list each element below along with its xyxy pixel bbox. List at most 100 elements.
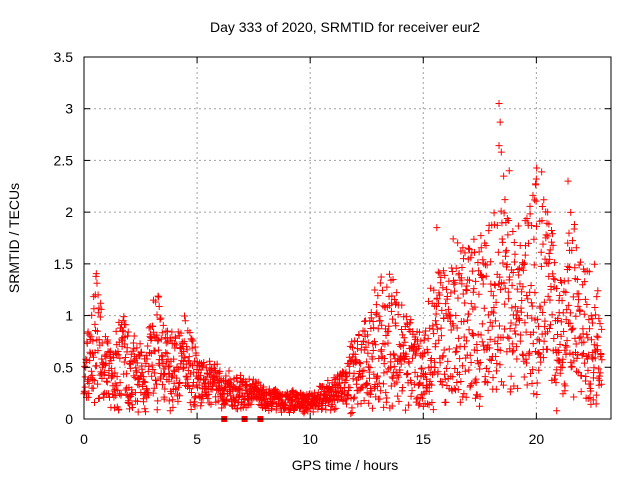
data-point [165,397,173,405]
data-point [533,390,541,398]
data-point [573,354,581,362]
data-point [404,401,412,409]
data-point [167,336,175,344]
data-point [457,274,465,282]
data-point [163,327,171,335]
data-point [559,390,567,398]
data-point [355,332,363,340]
data-point [383,394,391,402]
data-point [396,369,404,377]
data-point [432,320,440,328]
data-point [468,330,476,338]
data-point [521,259,529,267]
data-point [527,282,535,290]
data-point [441,375,449,383]
data-point [370,324,378,332]
data-point [485,368,493,376]
data-point [181,317,189,325]
data-point [122,321,130,329]
data-point [503,261,511,269]
data-point [522,359,530,367]
data-point [522,355,530,363]
data-point [408,387,416,395]
data-point [507,319,515,327]
data-point [432,340,440,348]
data-point [425,387,433,395]
data-point [567,326,575,334]
data-point [243,381,251,389]
data-point [95,394,103,402]
data-point [563,306,571,314]
data-point [369,347,377,355]
data-point [520,373,528,381]
data-point [390,363,398,371]
data-point [513,307,521,315]
data-point [567,208,575,216]
data-point [436,359,444,367]
data-point [168,328,176,336]
data-point [154,336,162,344]
data-point [432,310,440,318]
data-point [247,401,255,409]
data-point [511,303,519,311]
data-point [341,396,349,404]
data-point [94,347,102,355]
data-point [372,301,380,309]
data-point [522,328,530,336]
data-point [527,299,535,307]
data-point [136,352,144,360]
data-point [136,340,144,348]
data-point [495,322,503,330]
data-point [416,328,424,336]
data-point [188,344,196,352]
data-point [128,386,136,394]
data-point [415,401,423,409]
data-point [467,358,475,366]
data-point [476,359,484,367]
data-point [429,406,437,414]
data-point [507,372,515,380]
data-point [469,332,477,340]
data-point [451,365,459,373]
data-point [154,292,162,300]
data-point [521,251,529,259]
data-point [482,378,490,386]
data-point [494,340,502,348]
data-point [222,372,230,380]
data-point [597,380,605,388]
data-point [141,405,149,413]
data-point [418,353,426,361]
data-point [309,408,317,416]
data-point [422,327,430,335]
data-point [149,389,157,397]
data-point [85,379,93,387]
data-point [594,346,602,354]
data-point [592,391,600,399]
data-point [388,373,396,381]
data-point [148,372,156,380]
data-point [342,376,350,384]
data-point [588,353,596,361]
data-point [440,314,448,322]
data-point [475,248,483,256]
data-point [455,370,463,378]
data-point [455,334,463,342]
data-point [364,349,372,357]
data-point [569,324,577,332]
data-point [367,314,375,322]
data-point [380,354,388,362]
data-point [531,289,539,297]
data-point [542,231,550,239]
data-point [186,329,194,337]
data-point [171,368,179,376]
data-point [543,345,551,353]
y-tick-label: 3 [65,101,73,117]
data-point [592,311,600,319]
data-point [476,365,484,373]
data-point [170,355,178,363]
data-point [236,385,244,393]
data-point [581,295,589,303]
data-point [200,359,208,367]
data-point [277,408,285,416]
